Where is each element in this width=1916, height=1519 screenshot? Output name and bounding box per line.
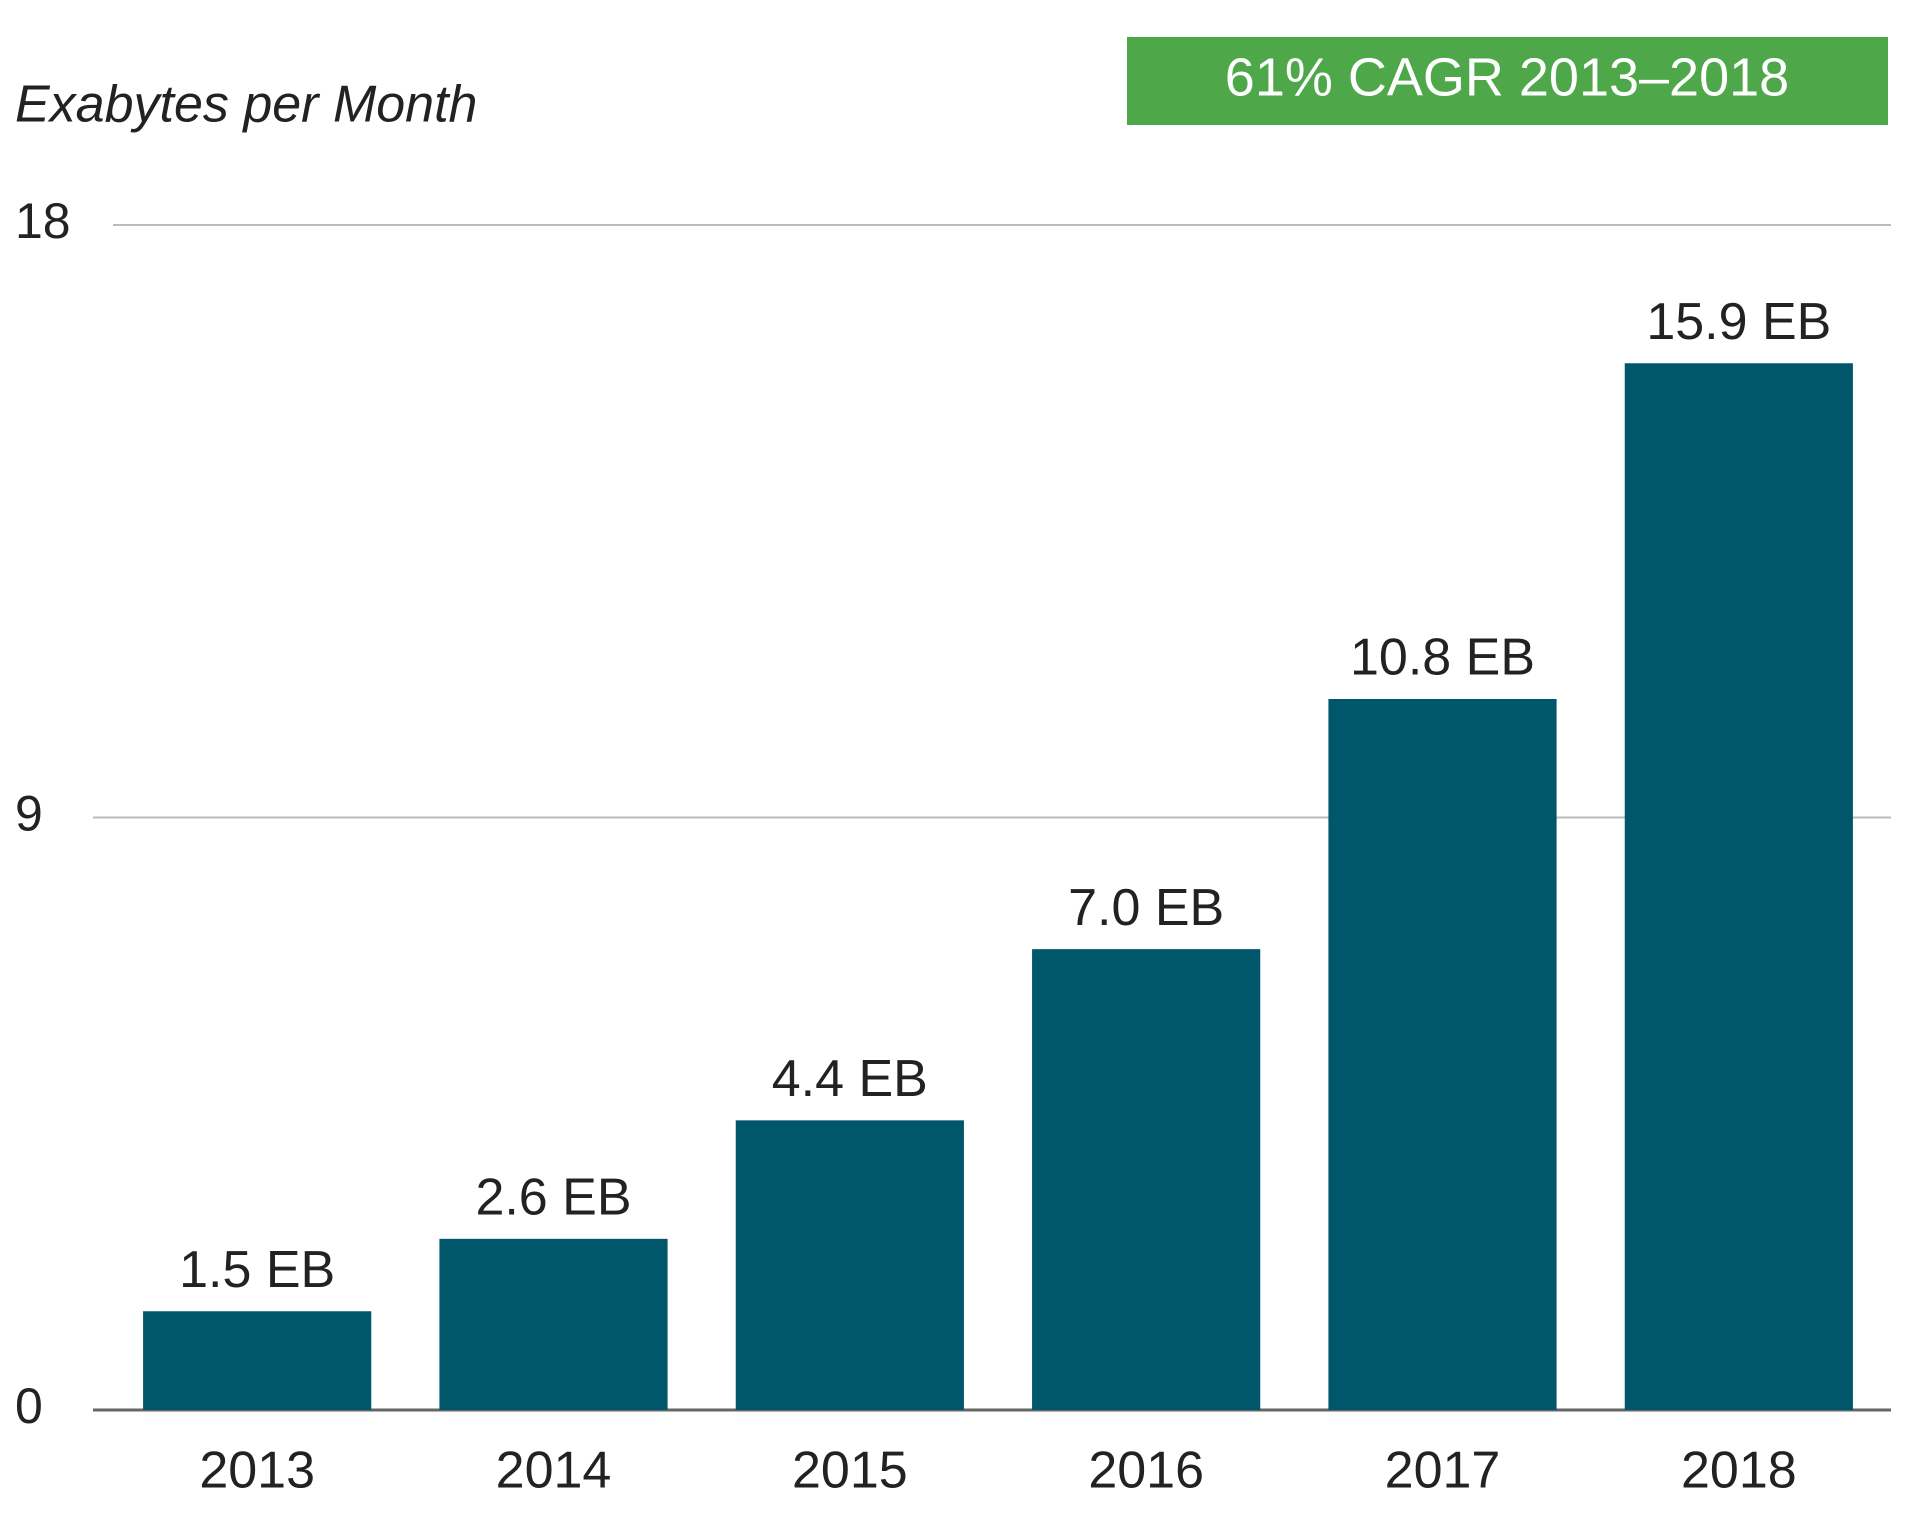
value-label: 10.8 EB (1350, 629, 1535, 687)
value-label: 2.6 EB (475, 1169, 631, 1227)
x-tick-label: 2015 (792, 1442, 908, 1500)
bar (143, 1311, 372, 1410)
bar (1032, 949, 1261, 1410)
x-tick-label: 2018 (1681, 1442, 1797, 1500)
annotation: 61% CAGR 2013–2018 (1225, 47, 1789, 107)
value-label: 4.4 EB (772, 1050, 928, 1108)
value-label: 1.5 EB (179, 1241, 335, 1299)
x-tick-label: 2016 (1088, 1442, 1204, 1500)
x-tick-label: 2013 (199, 1442, 315, 1500)
value-label: 7.0 EB (1068, 879, 1224, 937)
value-label: 15.9 EB (1646, 293, 1831, 351)
y-axis-label: Exabytes per Month (15, 76, 477, 134)
y-tick-label: 0 (15, 1378, 43, 1434)
bar (1328, 699, 1557, 1410)
y-tick-label: 9 (15, 786, 43, 842)
x-tick-label: 2017 (1385, 1442, 1501, 1500)
bar (1624, 363, 1853, 1410)
annotation-box (1127, 37, 1888, 125)
bar (439, 1238, 668, 1410)
x-tick-label: 2014 (496, 1442, 612, 1500)
bar (735, 1120, 964, 1410)
y-tick-label: 18 (15, 193, 71, 249)
